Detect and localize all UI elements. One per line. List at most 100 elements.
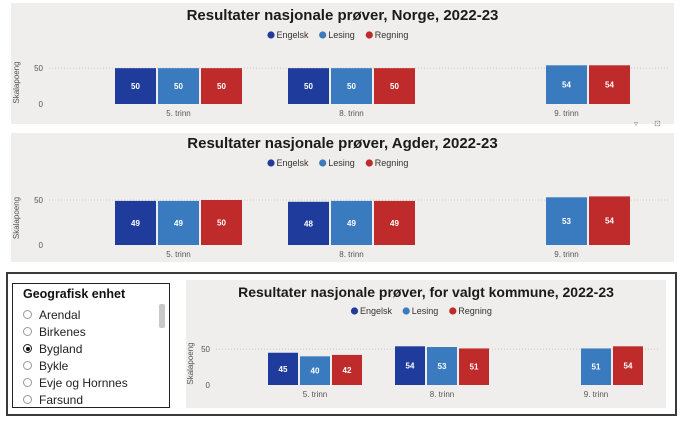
bar-value-label: 54 (406, 362, 415, 371)
slicer-list: Arendal Birkenes Bygland Bykle Evje og Hornn… (23, 306, 161, 408)
chart-legend: Engelsk Lesing Regning (267, 30, 408, 40)
bar-value-label: 54 (562, 81, 571, 90)
slicer-item[interactable]: Evje og Hornnes (23, 374, 161, 391)
bar[interactable] (331, 200, 372, 245)
bar[interactable] (288, 201, 329, 245)
bar-value-label: 49 (347, 219, 356, 228)
bar[interactable] (115, 200, 156, 245)
bar[interactable] (589, 65, 630, 104)
y-axis-label: Skalapoeng (186, 342, 195, 384)
legend-label: Lesing (328, 158, 355, 168)
legend-marker (402, 307, 410, 315)
legend-marker (319, 31, 327, 39)
focus-mode-icon[interactable]: ⊡ (654, 119, 661, 128)
bar[interactable] (613, 346, 643, 385)
chart-panel-norge[interactable]: Resultater nasjonale prøver, Norge, 2022… (11, 3, 674, 124)
bar-value-label: 54 (605, 217, 614, 226)
legend-label: Lesing (328, 30, 355, 40)
bar[interactable] (268, 352, 298, 385)
x-tick-label: 9. trinn (554, 250, 578, 259)
bar[interactable] (158, 200, 199, 245)
bar[interactable] (546, 197, 587, 245)
y-tick-label: 50 (34, 64, 43, 73)
slicer-title: Geografisk enhet (23, 287, 126, 301)
bar[interactable] (374, 200, 415, 245)
bar[interactable] (395, 346, 425, 385)
chart-legend: Engelsk Lesing Regning (350, 306, 492, 316)
bar-value-label: 48 (304, 219, 313, 228)
bar-value-label: 51 (592, 363, 601, 372)
bar-value-label: 50 (347, 82, 356, 91)
bar[interactable] (427, 347, 457, 385)
legend-label: Lesing (412, 306, 439, 316)
bar[interactable] (288, 68, 329, 104)
slicer-scrollbar[interactable] (159, 304, 165, 328)
chart-title: Resultater nasjonale prøver, Agder, 2022… (187, 135, 497, 152)
bar[interactable] (300, 356, 330, 385)
bar-value-label: 49 (390, 219, 399, 228)
slicer-item[interactable]: Bykle (23, 357, 161, 374)
radio-icon[interactable] (23, 361, 32, 370)
bar-value-label: 50 (217, 219, 226, 228)
legend-label: Regning (375, 158, 409, 168)
y-axis-label: Skalapoeng (12, 197, 21, 239)
bar[interactable] (332, 354, 362, 385)
radio-icon[interactable] (23, 378, 32, 387)
y-axis-label: Skalapoeng (12, 61, 21, 103)
bar-value-label: 49 (174, 219, 183, 228)
bar-value-label: 42 (343, 366, 352, 375)
legend-marker (365, 31, 373, 39)
legend-marker (267, 159, 275, 167)
radio-icon[interactable] (23, 395, 32, 404)
slicer-item[interactable]: Arendal (23, 306, 161, 323)
bar[interactable] (459, 348, 489, 385)
bar-value-label: 54 (605, 81, 614, 90)
bar-value-label: 53 (562, 217, 571, 226)
bar-chart-svg: Resultater nasjonale prøver, Agder, 2022… (12, 135, 668, 259)
y-tick-label: 50 (34, 196, 43, 205)
x-tick-label: 5. trinn (303, 390, 327, 399)
chart-title: Resultater nasjonale prøver, Norge, 2022… (187, 7, 499, 24)
y-tick-label: 0 (39, 100, 44, 109)
bar[interactable] (201, 68, 242, 104)
legend-marker (449, 307, 457, 315)
slicer-item-label: Arendal (39, 307, 81, 322)
radio-selected-icon[interactable] (23, 344, 32, 353)
bar-value-label: 54 (624, 362, 633, 371)
legend-label: Engelsk (360, 306, 393, 316)
bar[interactable] (374, 68, 415, 104)
x-tick-label: 9. trinn (584, 390, 608, 399)
bar[interactable] (115, 68, 156, 104)
bar[interactable] (201, 200, 242, 245)
bar[interactable] (546, 65, 587, 104)
bar[interactable] (581, 348, 611, 385)
slicer-item-label: Farsund (39, 392, 84, 407)
chart-title: Resultater nasjonale prøver, for valgt k… (238, 284, 614, 300)
bar[interactable] (158, 68, 199, 104)
chart-legend: Engelsk Lesing Regning (267, 158, 408, 168)
chart-panel-agder[interactable]: Resultater nasjonale prøver, Agder, 2022… (11, 133, 674, 262)
legend-label: Regning (458, 306, 492, 316)
slicer-item[interactable]: Bygland (23, 340, 161, 357)
visual-header-icons: ▿ ⊡ (632, 119, 672, 129)
slicer-item[interactable]: Farsund (23, 391, 161, 408)
chart-panel-kommune[interactable]: Resultater nasjonale prøver, for valgt k… (186, 280, 666, 408)
bar[interactable] (331, 68, 372, 104)
filter-icon[interactable]: ▿ (634, 119, 639, 128)
slicer-item-label: Bygland (39, 341, 83, 356)
x-tick-label: 8. trinn (339, 109, 363, 118)
slicer-item-label: Evje og Hornnes (39, 375, 128, 390)
bar-value-label: 50 (131, 82, 140, 91)
bar-value-label: 40 (311, 367, 320, 376)
legend-marker (319, 159, 327, 167)
legend-label: Engelsk (277, 30, 310, 40)
radio-icon[interactable] (23, 327, 32, 336)
radio-icon[interactable] (23, 310, 32, 319)
slicer-item[interactable]: Birkenes (23, 323, 161, 340)
bar-value-label: 50 (174, 82, 183, 91)
y-tick-label: 50 (201, 345, 210, 354)
x-tick-label: 5. trinn (166, 109, 190, 118)
legend-label: Regning (375, 30, 409, 40)
bar[interactable] (589, 196, 630, 245)
geografisk-enhet-slicer[interactable]: Geografisk enhet Arendal Birkenes Bygland B… (12, 283, 170, 408)
